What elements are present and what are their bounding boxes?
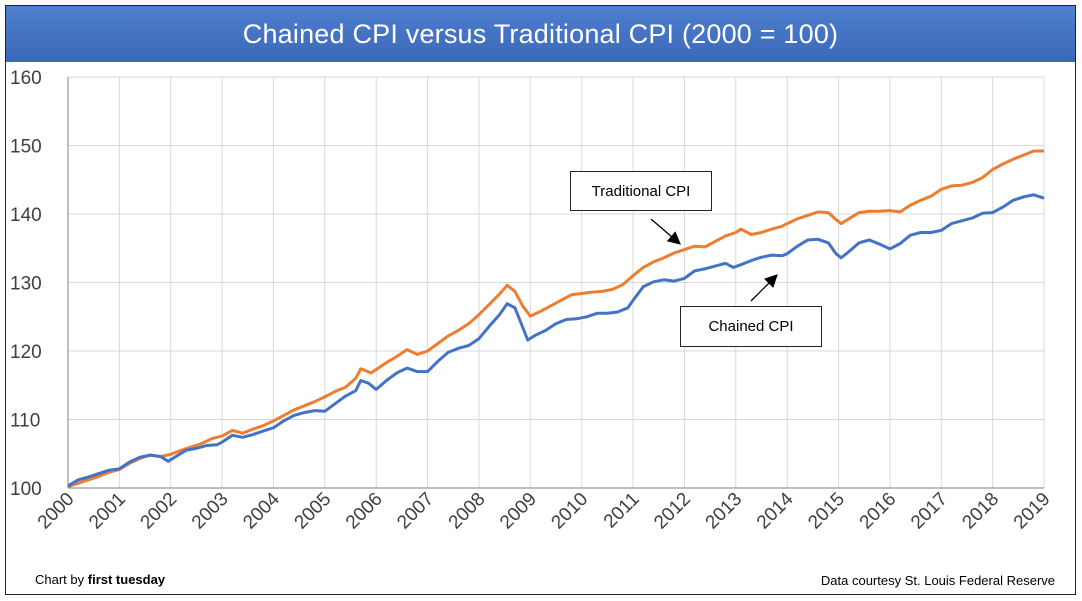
x-tick-label: 2007 bbox=[393, 489, 438, 534]
x-tick-label: 2017 bbox=[907, 489, 952, 534]
x-tick-label: 2002 bbox=[137, 489, 182, 534]
y-tick-label: 160 bbox=[10, 68, 42, 89]
x-tick-label: 2006 bbox=[342, 489, 387, 534]
x-tick-label: 2008 bbox=[445, 489, 490, 534]
x-tick-label: 2014 bbox=[753, 488, 798, 533]
x-tick-label: 2009 bbox=[496, 489, 541, 534]
chart-frame: Chained CPI versus Traditional CPI (2000… bbox=[5, 5, 1076, 595]
chart-credit-brand: first tuesday bbox=[87, 572, 166, 587]
chained-cpi-arrow bbox=[750, 274, 778, 302]
x-tick-label: 2015 bbox=[804, 489, 849, 534]
chained-cpi-callout-label: Chained CPI bbox=[708, 318, 794, 335]
x-tick-label: 2019 bbox=[1010, 489, 1055, 534]
y-tick-label: 150 bbox=[10, 137, 42, 158]
data-source-note: Data courtesy St. Louis Federal Reserve bbox=[820, 573, 1055, 588]
chart-credit-prefix: Chart by bbox=[35, 572, 88, 587]
traditional-cpi-callout: Traditional CPI bbox=[570, 171, 712, 211]
x-tick-label: 2010 bbox=[547, 489, 592, 534]
chart-title: Chained CPI versus Traditional CPI (2000… bbox=[6, 6, 1075, 62]
x-tick-label: 2013 bbox=[702, 489, 747, 534]
y-tick-label: 140 bbox=[10, 205, 42, 226]
x-tick-label: 2018 bbox=[958, 489, 1003, 534]
x-tick-label: 2001 bbox=[85, 489, 130, 534]
x-tick-label: 2004 bbox=[239, 488, 284, 533]
traditional-cpi-callout-label: Traditional CPI bbox=[591, 182, 691, 200]
y-tick-label: 110 bbox=[10, 411, 40, 432]
y-tick-label: 120 bbox=[10, 342, 42, 363]
x-tick-label: 2011 bbox=[600, 489, 644, 533]
chained-cpi-callout: Chained CPI bbox=[680, 306, 822, 347]
traditional-cpi-line bbox=[67, 149, 1044, 489]
chained-cpi-line bbox=[67, 193, 1045, 488]
traditional-cpi-arrow bbox=[650, 218, 681, 245]
x-tick-label: 2003 bbox=[188, 489, 233, 534]
chart-credit: Chart by first tuesday bbox=[35, 572, 165, 587]
y-tick-label: 100 bbox=[10, 479, 42, 500]
x-tick-label: 2012 bbox=[650, 489, 695, 534]
x-tick-label: 2005 bbox=[291, 489, 336, 534]
x-tick-label: 2016 bbox=[856, 489, 901, 534]
y-tick-label: 130 bbox=[10, 274, 42, 295]
